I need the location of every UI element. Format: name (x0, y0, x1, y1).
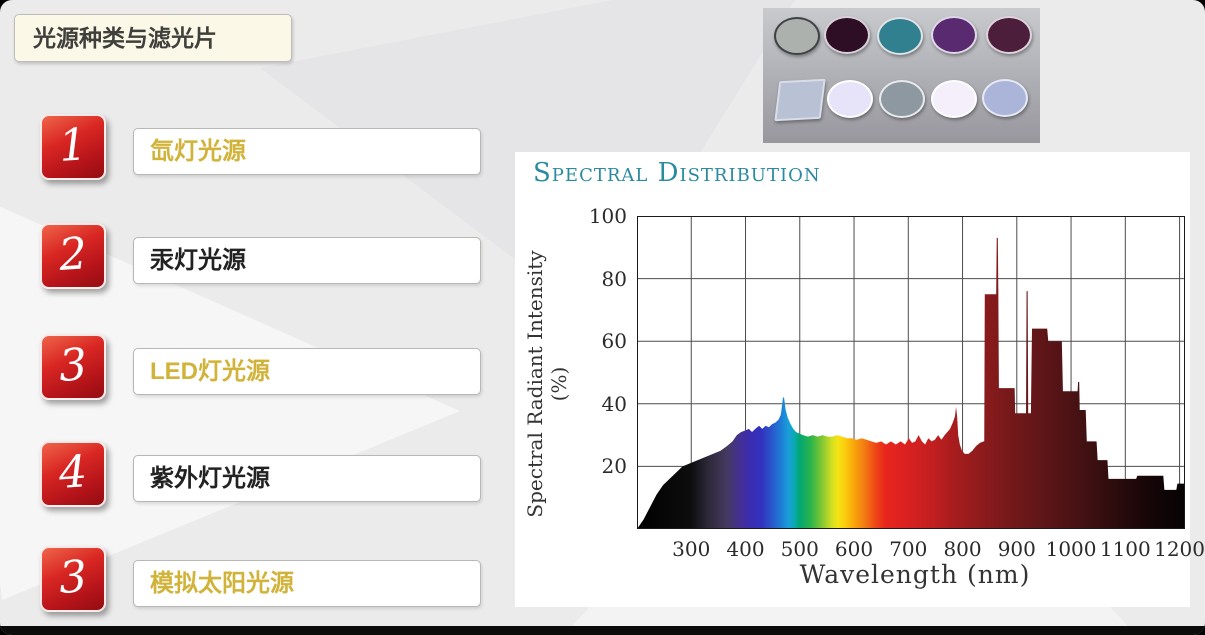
x-tick-label: 800 (943, 537, 982, 561)
list-item: 2 汞灯光源 (0, 223, 500, 303)
filter-photo-panel (763, 8, 1040, 143)
x-tick-label: 600 (834, 537, 874, 561)
item-number: 4 (57, 446, 89, 499)
gray-nd-filter (774, 17, 820, 55)
x-tick-label: 700 (889, 537, 928, 561)
list-item: 1 氙灯光源 (0, 114, 500, 194)
x-tick-label: 1100 (1099, 537, 1151, 561)
x-tick-label: 900 (997, 537, 1036, 561)
purple-filter (931, 16, 977, 54)
item-number: 1 (57, 119, 89, 172)
item-label: 汞灯光源 (150, 247, 246, 274)
x-tick-label: 400 (726, 537, 765, 561)
item-number-badge: 4 (40, 441, 106, 507)
x-tick-label: 500 (780, 537, 819, 561)
item-label-box: 氙灯光源 (133, 128, 481, 175)
dark-magenta-filter (824, 16, 870, 54)
item-number-badge: 3 (40, 546, 106, 612)
item-label: 氙灯光源 (150, 138, 246, 165)
x-tick-label: 1200 (1154, 537, 1205, 561)
slide-title: 光源种类与滤光片 (33, 25, 217, 51)
x-axis-label: Wavelength (nm) (799, 560, 1031, 589)
near-white-filter (931, 80, 977, 118)
item-number: 3 (57, 551, 89, 604)
list-item: 3 模拟太阳光源 (0, 546, 500, 626)
item-number: 3 (57, 339, 89, 392)
item-label: 模拟太阳光源 (150, 570, 294, 597)
y-tick-label: 20 (601, 454, 627, 479)
bottom-bar (0, 626, 1205, 635)
list-item: 3 LED灯光源 (0, 334, 500, 414)
spectrum-area (637, 237, 1185, 529)
item-number-badge: 2 (40, 223, 106, 289)
periwinkle-filter (982, 79, 1028, 117)
item-number: 2 (57, 228, 89, 281)
spectral-chart-panel: Spectral Distribution Spectral Radiant I… (515, 152, 1205, 607)
plum-filter (986, 16, 1032, 54)
item-label-box: 紫外灯光源 (133, 455, 481, 502)
gray-blue-filter (879, 80, 925, 118)
item-number-badge: 1 (40, 114, 106, 180)
x-tick-label: 1000 (1045, 537, 1097, 561)
x-tick-label: 300 (672, 537, 711, 561)
item-number-badge: 3 (40, 334, 106, 400)
list-item: 4 紫外灯光源 (0, 441, 500, 521)
y-tick-label: 100 (588, 204, 627, 228)
chart-title: Spectral Distribution (533, 158, 821, 188)
spectrum-plot (637, 216, 1185, 529)
item-label-box: LED灯光源 (133, 348, 481, 395)
light-steel-square-filter (774, 78, 826, 122)
y-tick-label: 60 (601, 329, 627, 354)
item-label-box: 汞灯光源 (133, 237, 481, 284)
y-axis-label: Spectral Radiant Intensity (%) (523, 250, 571, 518)
pale-lavender-filter (827, 80, 873, 118)
slide-title-box: 光源种类与滤光片 (14, 14, 292, 62)
teal-filter (877, 17, 923, 55)
item-label: 紫外灯光源 (150, 465, 270, 492)
item-label-box: 模拟太阳光源 (133, 560, 481, 607)
y-tick-label: 40 (601, 391, 627, 416)
y-tick-label: 80 (601, 266, 627, 291)
item-label: LED灯光源 (150, 358, 270, 385)
